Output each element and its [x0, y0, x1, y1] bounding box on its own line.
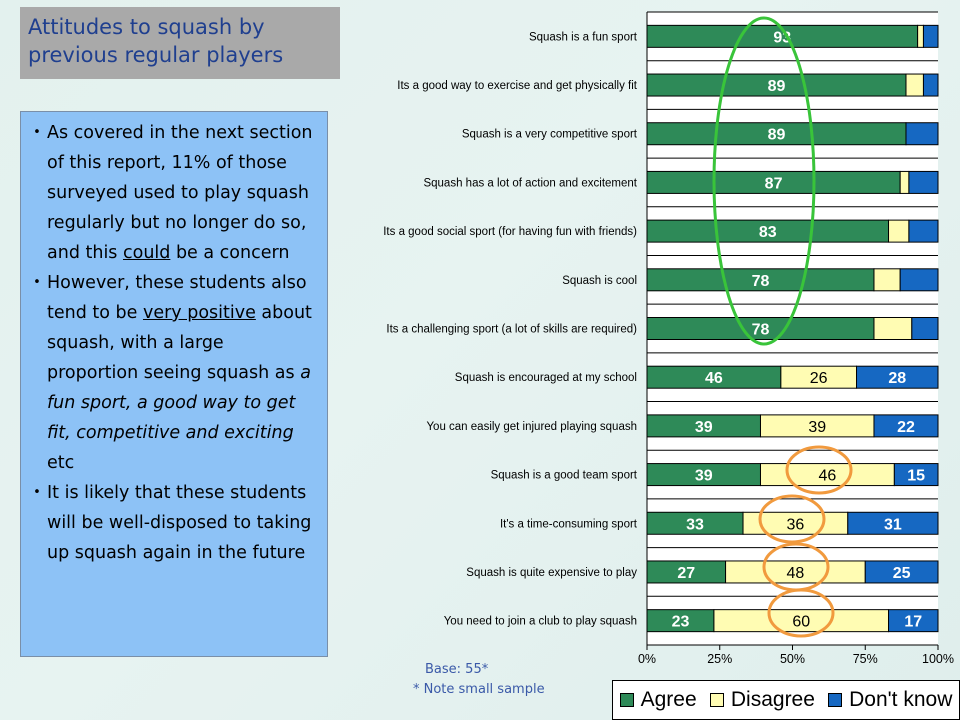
category-label: Squash is encouraged at my school [455, 372, 637, 384]
data-label: 89 [768, 127, 786, 144]
bullet-text-run: As covered in the next section of this r… [47, 123, 313, 263]
bar-disagree [873, 317, 913, 340]
bullet-text-run: very positive [142, 303, 256, 323]
category-label: Its a challenging sport (a lot of skills… [386, 324, 637, 336]
category-label: Squash is a good team sport [491, 470, 638, 482]
legend-swatch-disagree [709, 693, 724, 707]
data-label: 15 [907, 468, 925, 485]
bar-disagree [888, 219, 910, 243]
x-tick-label: 0% [638, 652, 656, 666]
data-label: 39 [695, 419, 713, 436]
data-label: 36 [787, 516, 805, 533]
data-label: 23 [672, 614, 690, 631]
legend-label-disagree: Disagree [730, 688, 815, 711]
bullet-dot-icon: • [33, 125, 41, 140]
x-tick-label: 25% [707, 652, 732, 666]
data-label: 87 [765, 175, 783, 192]
legend-item-disagree: Disagree [709, 688, 815, 712]
bar-don-t-know [908, 170, 939, 194]
category-label: Squash is cool [562, 275, 637, 287]
category-label: Its a good way to exercise and get physi… [397, 80, 638, 92]
category-label: You can easily get injured playing squas… [426, 421, 637, 433]
data-label: 46 [819, 468, 837, 485]
bar-don-t-know [847, 511, 939, 535]
commentary-box: • As covered in the next section of this … [20, 111, 328, 657]
bar-disagree [917, 24, 924, 48]
bar-don-t-know [911, 317, 939, 340]
bullet-list: • As covered in the next section of this … [27, 118, 317, 568]
data-label: 48 [787, 565, 805, 582]
bar-disagree [873, 268, 901, 292]
legend-swatch-agree [619, 693, 634, 707]
category-label: Its a good social sport (for having fun … [383, 226, 637, 238]
bar-don-t-know [864, 560, 939, 584]
bar-don-t-know [873, 414, 939, 438]
bar-don-t-know [908, 219, 939, 243]
bar-don-t-know [905, 122, 939, 146]
bullet-item: • However, these students also tend to be… [27, 268, 317, 478]
bullet-text-run: about squash, with a large proportion se… [47, 303, 312, 383]
small-sample-note: * Note small sample [413, 682, 545, 697]
data-label: 26 [810, 370, 828, 387]
highlight-orange-circle [767, 588, 835, 638]
data-label: 46 [705, 370, 723, 387]
category-label: Squash is a fun sport [529, 31, 638, 43]
data-label: 25 [893, 565, 911, 582]
bar-don-t-know [888, 609, 939, 633]
legend-item-agree: Agree [619, 688, 697, 712]
bullet-text: As covered in the next section of this r… [47, 118, 317, 268]
data-label: 89 [768, 78, 786, 95]
data-label: 22 [897, 419, 915, 436]
bullet-text-run: However, these students also tend to be [47, 273, 307, 323]
bullet-dot-icon: • [33, 275, 41, 290]
data-label: 27 [677, 565, 695, 582]
data-label: 33 [686, 516, 704, 533]
data-label: 31 [884, 516, 902, 533]
bullet-text-run: be a concern [170, 243, 290, 263]
data-label: 28 [888, 370, 906, 387]
legend-label-agree: Agree [640, 688, 697, 711]
bar-disagree [899, 170, 910, 194]
data-label: 78 [752, 322, 770, 339]
x-tick-label: 100% [922, 652, 954, 666]
bar-disagree [905, 73, 924, 97]
bullet-text: However, these students also tend to be … [47, 268, 317, 478]
highlight-green-ellipse [712, 16, 816, 346]
category-label: It's a time-consuming sport [500, 518, 638, 530]
bullet-text-run: It is likely that these students will be… [47, 483, 312, 563]
data-label: 17 [904, 614, 922, 631]
legend-label-dont-know: Don't know [849, 688, 953, 711]
bar-don-t-know [899, 268, 939, 292]
bar-don-t-know [856, 365, 939, 389]
highlight-orange-circle [785, 445, 853, 495]
bullet-item: • As covered in the next section of this … [27, 118, 317, 268]
bullet-text-run: could [122, 243, 171, 263]
bullet-dot-icon: • [33, 485, 41, 500]
data-label: 83 [759, 224, 777, 241]
legend-swatch-dont-know [828, 693, 843, 707]
highlight-orange-circle [758, 494, 826, 544]
chart-legend: Agree Disagree Don't know [612, 680, 960, 720]
bar-don-t-know [922, 24, 939, 48]
bullet-text: It is likely that these students will be… [47, 478, 317, 568]
data-label: 39 [808, 419, 826, 436]
slide-title: Attitudes to squash by previous regular … [20, 7, 340, 79]
legend-item-dont-know: Don't know [828, 688, 952, 712]
category-label: Squash is quite expensive to play [466, 567, 637, 579]
data-label: 60 [792, 614, 810, 631]
bullet-item: • It is likely that these students will b… [27, 478, 317, 568]
data-label: 39 [695, 468, 713, 485]
category-label: Squash has a lot of action and excitemen… [423, 177, 637, 189]
base-note: Base: 55* [425, 662, 489, 677]
bar-don-t-know [922, 73, 939, 97]
bullet-text-run: a fun sport, a good way to get fit, comp… [47, 363, 311, 443]
data-label: 78 [752, 273, 770, 290]
category-label: Squash is a very competitive sport [462, 129, 638, 141]
x-tick-label: 75% [853, 652, 878, 666]
x-tick-label: 50% [780, 652, 805, 666]
bullet-text-run: etc [47, 453, 75, 473]
category-label: You need to join a club to play squash [444, 616, 637, 628]
bar-don-t-know [893, 463, 939, 487]
